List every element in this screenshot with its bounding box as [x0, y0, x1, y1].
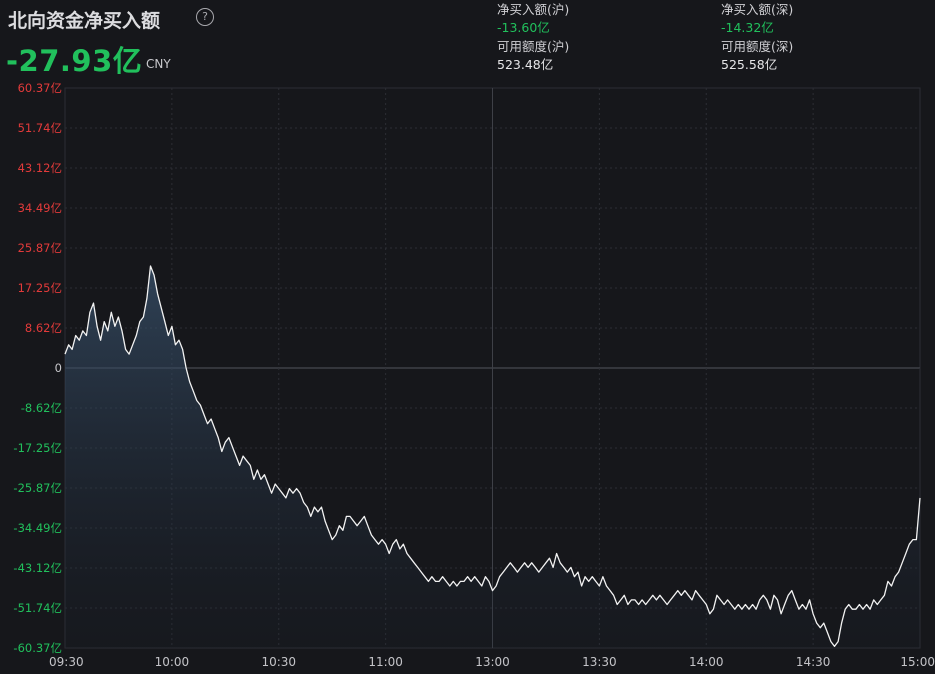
help-icon[interactable]: ? — [196, 8, 214, 26]
y-tick-label: 17.25亿 — [18, 281, 62, 295]
y-tick-label: 43.12亿 — [18, 161, 62, 175]
sz-quota-value: 525.58亿 — [721, 57, 778, 72]
y-tick-label: 60.37亿 — [18, 81, 62, 95]
sh-quota-label: 可用额度(沪) — [497, 39, 570, 54]
series-area — [65, 266, 920, 648]
sh-net-value: -13.60亿 — [497, 20, 550, 35]
x-tick-label: 15:00 — [900, 655, 935, 669]
total-net-buy: -27.93亿 — [6, 44, 143, 78]
x-axis: 09:30 10:00 10:30 11:00 13:00 13:30 14:00 14:30… — [49, 655, 935, 669]
x-tick-label: 14:30 — [796, 655, 831, 669]
header: 北向资金净买入额 ? -27.93亿 CNY 净买入额(沪) -13.60亿 可… — [0, 0, 935, 78]
y-tick-label: 25.87亿 — [18, 241, 62, 255]
x-tick-label: 10:00 — [155, 655, 190, 669]
sz-quota-label: 可用额度(深) — [721, 39, 794, 54]
y-tick-label: -8.62亿 — [21, 401, 62, 415]
x-tick-label: 09:30 — [49, 655, 84, 669]
sh-quota-value: 523.48亿 — [497, 57, 554, 72]
x-tick-label: 13:30 — [582, 655, 617, 669]
x-tick-label: 11:00 — [368, 655, 403, 669]
series-line — [64, 265, 921, 647]
page-title: 北向资金净买入额 — [8, 10, 161, 32]
y-tick-label: -51.74亿 — [13, 601, 62, 615]
y-tick-label: -60.37亿 — [13, 641, 62, 655]
sz-net-label: 净买入额(深) — [721, 2, 794, 17]
y-tick-label: -17.25亿 — [13, 441, 62, 455]
y-tick-label: -43.12亿 — [13, 561, 62, 575]
y-tick-label: 34.49亿 — [18, 201, 62, 215]
x-tick-label: 14:00 — [689, 655, 724, 669]
x-tick-label: 13:00 — [475, 655, 510, 669]
currency-unit: CNY — [146, 57, 171, 71]
sh-net-label: 净买入额(沪) — [497, 2, 570, 17]
y-tick-label: 51.74亿 — [18, 121, 62, 135]
y-tick-label: 0 — [55, 361, 62, 375]
y-axis: 60.37亿 51.74亿 43.12亿 34.49亿 25.87亿 17.25亿 8.62… — [13, 81, 62, 655]
y-tick-label: -25.87亿 — [13, 481, 62, 495]
sz-net-value: -14.32亿 — [721, 20, 774, 35]
y-tick-label: -34.49亿 — [13, 521, 62, 535]
y-tick-label: 8.62亿 — [25, 321, 62, 335]
x-tick-label: 10:30 — [261, 655, 296, 669]
